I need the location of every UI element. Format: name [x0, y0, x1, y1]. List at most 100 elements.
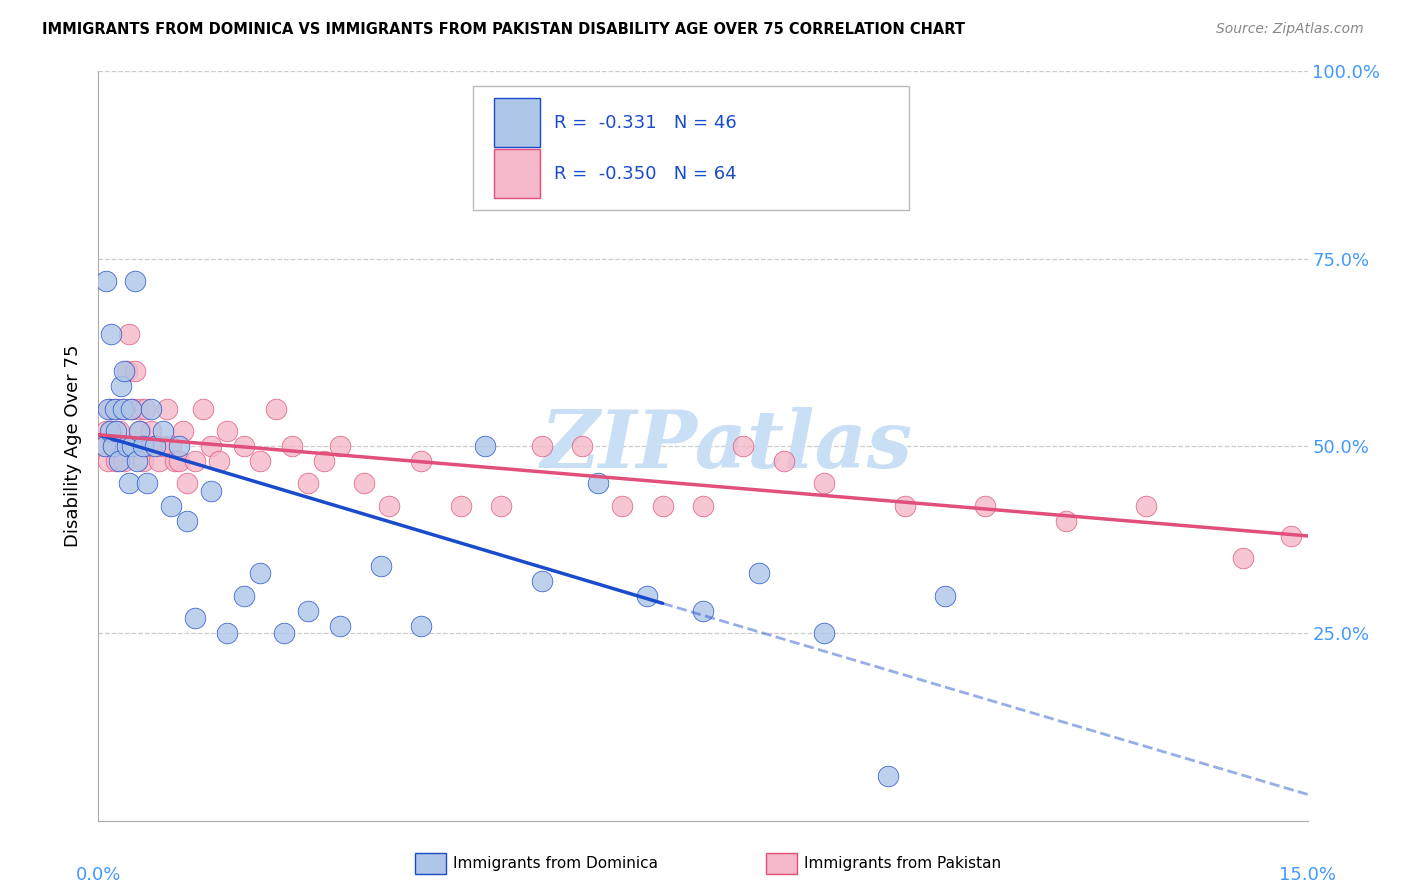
- Point: [110, 379, 132, 393]
- Point: [813, 476, 835, 491]
- Point: [370, 558, 392, 573]
- Point: [474, 439, 496, 453]
- Point: [143, 439, 166, 453]
- Point: [160, 499, 183, 513]
- Text: ZIPatlas: ZIPatlas: [541, 408, 914, 484]
- FancyBboxPatch shape: [474, 87, 908, 210]
- Point: [134, 401, 156, 416]
- Point: [118, 326, 141, 341]
- Point: [877, 769, 900, 783]
- Point: [128, 424, 150, 438]
- Point: [97, 454, 120, 468]
- Point: [135, 439, 157, 453]
- Point: [103, 401, 125, 416]
- Point: [200, 483, 222, 498]
- Point: [249, 454, 271, 468]
- Point: [118, 476, 141, 491]
- Point: [163, 454, 186, 468]
- Point: [167, 454, 190, 468]
- Point: [105, 454, 128, 468]
- Point: [232, 589, 254, 603]
- Point: [934, 589, 956, 603]
- Point: [105, 424, 128, 438]
- Text: R =  -0.331   N = 46: R = -0.331 N = 46: [554, 113, 737, 132]
- Point: [115, 439, 138, 453]
- Point: [353, 476, 375, 491]
- Point: [232, 439, 254, 453]
- Point: [612, 499, 634, 513]
- Point: [530, 439, 553, 453]
- Point: [586, 476, 609, 491]
- Point: [297, 476, 319, 491]
- Point: [409, 619, 432, 633]
- Point: [97, 401, 120, 416]
- Point: [193, 401, 215, 416]
- Point: [329, 619, 352, 633]
- Text: Immigrants from Dominica: Immigrants from Dominica: [453, 856, 658, 871]
- Point: [111, 401, 134, 416]
- Point: [314, 454, 336, 468]
- Point: [96, 424, 118, 438]
- FancyBboxPatch shape: [494, 149, 540, 198]
- Point: [100, 424, 122, 438]
- Point: [167, 439, 190, 453]
- Text: R =  -0.350   N = 64: R = -0.350 N = 64: [554, 165, 737, 183]
- Point: [148, 454, 170, 468]
- Text: Source: ZipAtlas.com: Source: ZipAtlas.com: [1216, 22, 1364, 37]
- Point: [571, 439, 593, 453]
- Point: [112, 454, 135, 468]
- Point: [450, 499, 472, 513]
- Text: IMMIGRANTS FROM DOMINICA VS IMMIGRANTS FROM PAKISTAN DISABILITY AGE OVER 75 CORR: IMMIGRANTS FROM DOMINICA VS IMMIGRANTS F…: [42, 22, 965, 37]
- Point: [176, 476, 198, 491]
- Point: [217, 424, 239, 438]
- Point: [176, 514, 198, 528]
- Point: [115, 364, 138, 378]
- Point: [636, 589, 658, 603]
- Point: [377, 499, 399, 513]
- Point: [120, 401, 142, 416]
- Point: [1232, 551, 1254, 566]
- Point: [297, 604, 319, 618]
- Point: [129, 424, 152, 438]
- Point: [152, 424, 174, 438]
- Point: [143, 439, 166, 453]
- Point: [184, 454, 207, 468]
- Point: [98, 401, 121, 416]
- Y-axis label: Disability Age Over 75: Disability Age Over 75: [65, 344, 83, 548]
- Point: [139, 401, 162, 416]
- Point: [124, 364, 146, 378]
- Point: [249, 566, 271, 581]
- Point: [128, 401, 150, 416]
- Point: [692, 604, 714, 618]
- Point: [110, 439, 132, 453]
- Point: [651, 499, 673, 513]
- Point: [132, 454, 155, 468]
- Point: [96, 274, 118, 288]
- Point: [217, 626, 239, 640]
- Point: [94, 439, 117, 453]
- Point: [733, 439, 755, 453]
- Point: [530, 574, 553, 588]
- Point: [491, 499, 513, 513]
- Point: [748, 566, 770, 581]
- Text: 15.0%: 15.0%: [1279, 865, 1336, 884]
- Point: [893, 499, 915, 513]
- Point: [120, 439, 142, 453]
- Point: [974, 499, 997, 513]
- Point: [813, 626, 835, 640]
- Point: [101, 439, 124, 453]
- Point: [101, 439, 124, 453]
- Point: [273, 626, 295, 640]
- Point: [184, 611, 207, 625]
- Point: [409, 454, 432, 468]
- Point: [121, 439, 143, 453]
- Point: [127, 454, 149, 468]
- Point: [160, 439, 183, 453]
- Point: [121, 401, 143, 416]
- Point: [156, 401, 179, 416]
- Point: [152, 439, 174, 453]
- Point: [94, 439, 117, 453]
- Point: [112, 364, 135, 378]
- Point: [264, 401, 287, 416]
- FancyBboxPatch shape: [494, 98, 540, 147]
